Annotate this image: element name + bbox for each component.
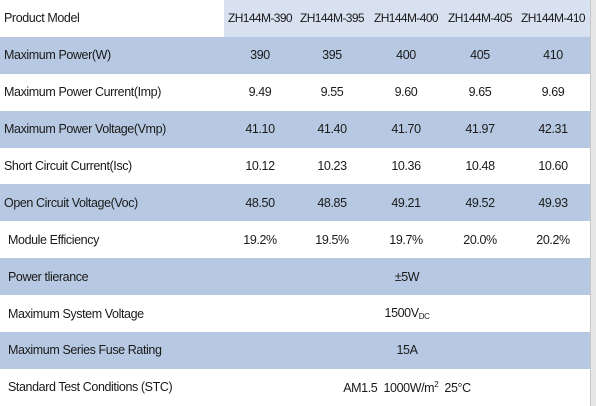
row-label: Maximum Power Voltage(Vmp) bbox=[0, 110, 224, 148]
cell-value: 9.65 bbox=[444, 73, 516, 111]
merged-value: 1500VDC bbox=[224, 295, 590, 333]
row-label: Maximum Power(W) bbox=[0, 36, 224, 74]
cell-value: 400 bbox=[368, 36, 444, 74]
cell-value: 410 bbox=[516, 36, 590, 74]
table-row: Maximum Power(W) 390 395 400 405 410 bbox=[0, 36, 590, 74]
row-label: Module Efficiency bbox=[0, 221, 224, 259]
cell-value: 9.60 bbox=[368, 73, 444, 111]
cell-value: 10.36 bbox=[368, 147, 444, 185]
cell-value: 395 bbox=[296, 36, 368, 74]
cell-value: 48.85 bbox=[296, 184, 368, 222]
cell-value: 48.50 bbox=[224, 184, 296, 222]
voltage-subscript: DC bbox=[418, 312, 430, 322]
table-row: Maximum Power Voltage(Vmp) 41.10 41.40 4… bbox=[0, 110, 590, 148]
cell-value: 9.55 bbox=[296, 73, 368, 111]
cell-value: 19.7% bbox=[368, 221, 444, 259]
cell-value: 9.49 bbox=[224, 73, 296, 111]
cell-value: 10.48 bbox=[444, 147, 516, 185]
table-row: Maximum System Voltage 1500VDC bbox=[0, 295, 590, 333]
stc-temperature: 25°C bbox=[438, 380, 471, 395]
cell-value: 49.21 bbox=[368, 184, 444, 222]
table-row: Standard Test Conditions (STC) AM1.5 100… bbox=[0, 368, 590, 406]
model-name: ZH144M-405 bbox=[444, 0, 516, 37]
model-name: ZH144M-395 bbox=[296, 0, 368, 37]
model-name: ZH144M-410 bbox=[516, 0, 590, 37]
cell-value: 19.5% bbox=[296, 221, 368, 259]
table-row: Short Circuit Current(Isc) 10.12 10.23 1… bbox=[0, 147, 590, 185]
table-row: Maximum Series Fuse Rating 15A bbox=[0, 332, 590, 369]
cell-value: 49.52 bbox=[444, 184, 516, 222]
cell-value: 42.31 bbox=[516, 110, 590, 148]
cell-value: 405 bbox=[444, 36, 516, 74]
merged-value: 15A bbox=[224, 332, 590, 369]
row-label: Maximum System Voltage bbox=[0, 295, 224, 333]
row-label: Open Circuit Voltage(Voc) bbox=[0, 184, 224, 222]
cell-value: 41.10 bbox=[224, 110, 296, 148]
cell-value: 10.12 bbox=[224, 147, 296, 185]
cell-value: 9.69 bbox=[516, 73, 590, 111]
model-name: ZH144M-390 bbox=[224, 0, 296, 37]
cell-value: 41.97 bbox=[444, 110, 516, 148]
header-row: Product Model ZH144M-390 ZH144M-395 ZH14… bbox=[0, 0, 590, 37]
voltage-value: 1500V bbox=[384, 306, 420, 321]
table-row: Module Efficiency 19.2% 19.5% 19.7% 20.0… bbox=[0, 221, 590, 259]
row-label: Maximum Series Fuse Rating bbox=[0, 332, 224, 369]
table-row: Power tlierance ±5W bbox=[0, 258, 590, 296]
row-label: Standard Test Conditions (STC) bbox=[0, 368, 224, 406]
cell-value: 390 bbox=[224, 36, 296, 74]
row-label: Maximum Power Current(Imp) bbox=[0, 73, 224, 111]
cell-value: 41.70 bbox=[368, 110, 444, 148]
header-label: Product Model bbox=[0, 0, 224, 37]
page-edge bbox=[590, 0, 596, 406]
stc-airmass-irradiance: AM1.5 1000W/m bbox=[343, 380, 435, 395]
cell-value: 10.23 bbox=[296, 147, 368, 185]
cell-value: 41.40 bbox=[296, 110, 368, 148]
model-name: ZH144M-400 bbox=[368, 0, 444, 37]
row-label: Short Circuit Current(Isc) bbox=[0, 147, 224, 185]
row-label: Power tlierance bbox=[0, 258, 224, 296]
merged-value: AM1.5 1000W/m2 25°C bbox=[224, 368, 590, 406]
table-row: Open Circuit Voltage(Voc) 48.50 48.85 49… bbox=[0, 184, 590, 222]
cell-value: 20.0% bbox=[444, 221, 516, 259]
stc-superscript: 2 bbox=[434, 379, 439, 389]
cell-value: 20.2% bbox=[516, 221, 590, 259]
merged-value: ±5W bbox=[224, 258, 590, 296]
cell-value: 10.60 bbox=[516, 147, 590, 185]
cell-value: 49.93 bbox=[516, 184, 590, 222]
cell-value: 19.2% bbox=[224, 221, 296, 259]
table-row: Maximum Power Current(Imp) 9.49 9.55 9.6… bbox=[0, 73, 590, 111]
